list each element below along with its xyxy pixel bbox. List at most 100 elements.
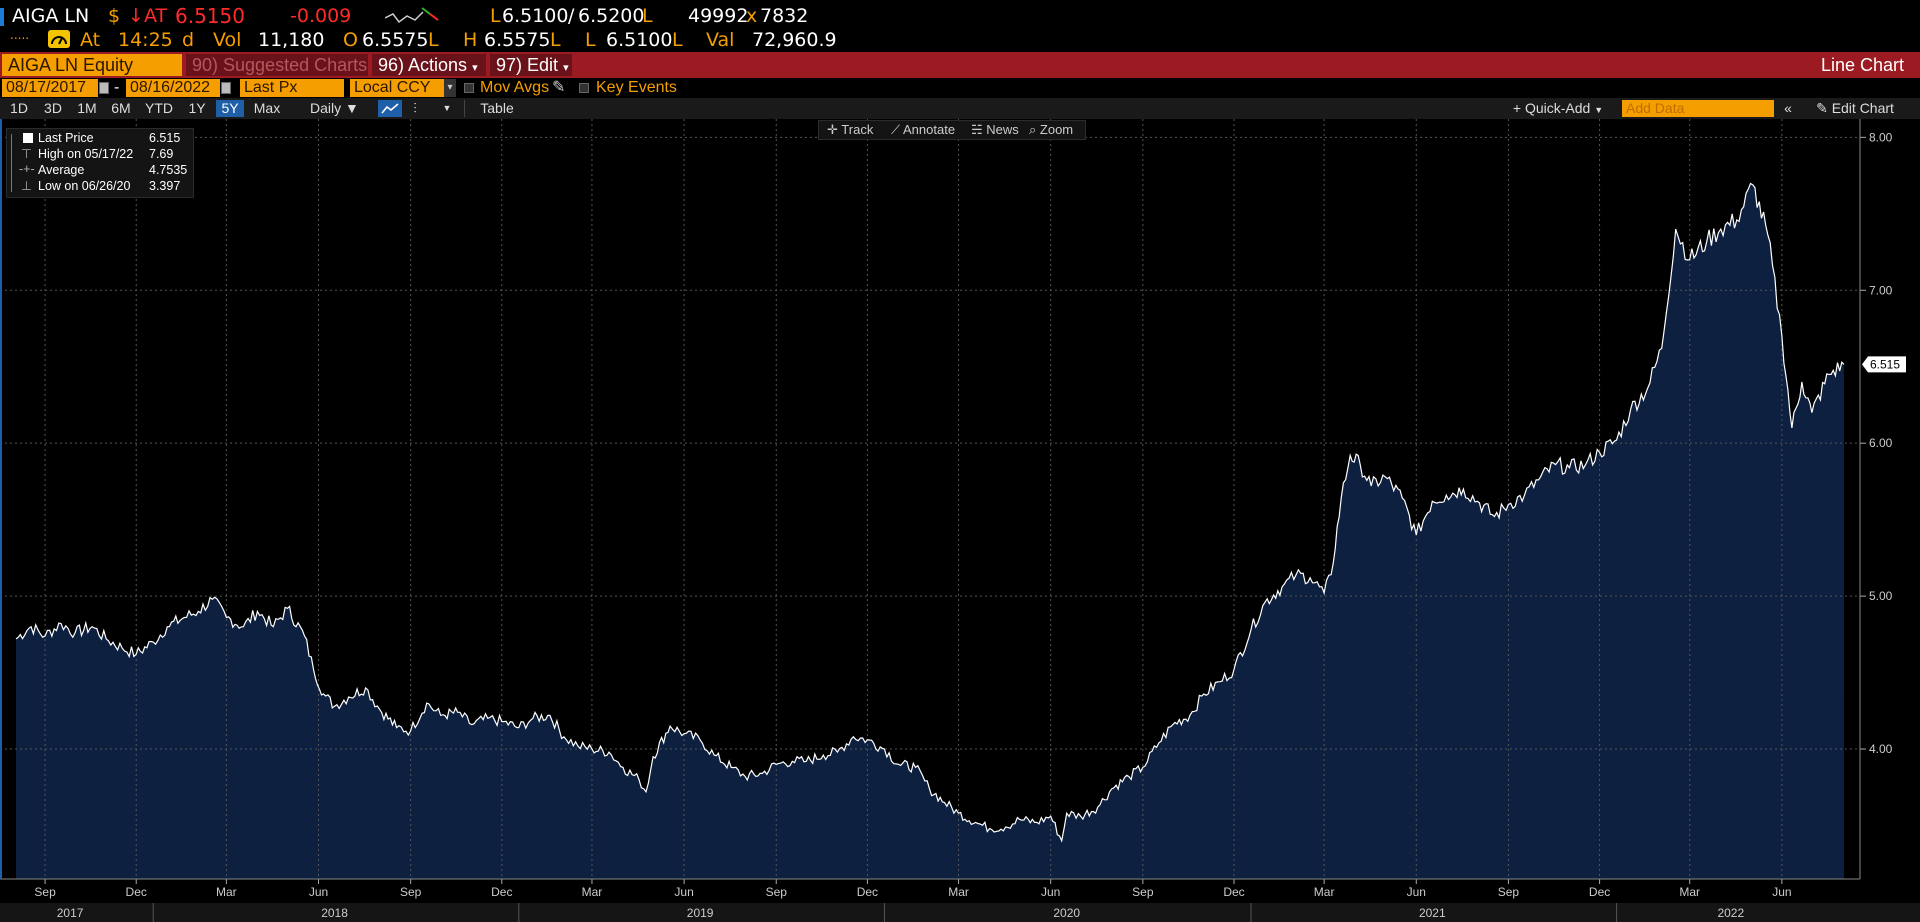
x-month-label: Sep bbox=[34, 885, 56, 899]
caret-down-icon[interactable]: ▾ bbox=[444, 79, 456, 97]
ask-size: 7832 bbox=[760, 5, 809, 27]
x-year-label: 2020 bbox=[1053, 906, 1080, 920]
period-button-1m[interactable]: 1M bbox=[77, 100, 97, 116]
dots: ..... bbox=[10, 28, 30, 42]
pencil-icon[interactable]: ✎ bbox=[552, 79, 566, 96]
magnifier-icon: ⌕ bbox=[1029, 122, 1037, 137]
caret-down-icon: ▼ bbox=[345, 100, 359, 116]
frequency-select[interactable]: Daily ▼ bbox=[310, 100, 370, 117]
low: 6.5100 bbox=[606, 29, 673, 51]
caret-down-icon[interactable]: ▼ bbox=[442, 103, 452, 113]
start-date-field[interactable]: 08/17/2017 bbox=[2, 79, 98, 97]
price-line bbox=[15, 182, 1845, 843]
caret-down-icon: ▼ bbox=[1594, 105, 1604, 115]
last-price-swatch[interactable] bbox=[23, 133, 33, 143]
x-month-label: Jun bbox=[1407, 885, 1426, 899]
mov-avgs-checkbox[interactable] bbox=[464, 83, 474, 93]
open-label: O bbox=[343, 29, 358, 51]
gauge-icon[interactable] bbox=[48, 30, 70, 48]
ask: 6.5200 bbox=[578, 5, 645, 27]
quick-add-menu[interactable]: + Quick-Add ▼ bbox=[1506, 100, 1610, 117]
bid-label-l: L bbox=[490, 5, 501, 27]
at2-label: At bbox=[80, 29, 101, 51]
edit-menu[interactable]: 97) Edit ▾ bbox=[490, 54, 572, 76]
period-button-1y[interactable]: 1Y bbox=[188, 100, 206, 116]
currency-select[interactable]: Local CCY bbox=[350, 79, 444, 97]
at-label: AT bbox=[144, 5, 168, 27]
x-year-label: 2017 bbox=[57, 906, 84, 920]
actions-label: 96) Actions bbox=[378, 55, 468, 75]
y-tick-label: 7.00 bbox=[1869, 283, 1893, 297]
chart-toolbar: 1D 3D 1M 6M YTD 1Y 5Y Max Daily ▼ ⫶ ▼ Table + Q… bbox=[0, 98, 1920, 119]
high-suffix: L bbox=[550, 29, 561, 51]
add-data-input[interactable]: Add Data bbox=[1622, 100, 1774, 117]
legend-high-value: 7.69 bbox=[149, 147, 174, 161]
low-label: L bbox=[585, 29, 596, 51]
period-button-3d[interactable]: 3D bbox=[44, 100, 62, 116]
actions-menu[interactable]: 96) Actions ▾ bbox=[372, 54, 486, 76]
x-month-label: Jun bbox=[1041, 885, 1060, 899]
legend-last-value: 6.515 bbox=[149, 131, 181, 145]
y-tick-label: 5.00 bbox=[1869, 589, 1893, 603]
suggested-charts-button[interactable]: 90) Suggested Charts bbox=[186, 54, 368, 76]
period-button-6m[interactable]: 6M bbox=[111, 100, 131, 116]
last-price-tag bbox=[1862, 356, 1906, 373]
period-button-1d[interactable]: 1D bbox=[10, 100, 28, 116]
line-chart-icon[interactable] bbox=[378, 100, 402, 117]
price-field-select[interactable]: Last Px bbox=[240, 79, 344, 97]
calendar-icon[interactable] bbox=[221, 82, 231, 94]
x-year-label: 2018 bbox=[321, 906, 348, 920]
period-button-ytd[interactable]: YTD bbox=[145, 100, 173, 116]
bar-style-icon[interactable]: ⫶ bbox=[413, 100, 417, 116]
security-field[interactable]: AIGA LN Equity bbox=[2, 54, 182, 76]
x-month-label: Sep bbox=[1132, 885, 1154, 899]
key-events-checkbox[interactable] bbox=[579, 83, 589, 93]
mov-avgs-label: Mov Avgs bbox=[480, 79, 550, 96]
frequency-label: Daily bbox=[310, 100, 342, 116]
x-year-label: 2021 bbox=[1419, 906, 1446, 920]
news-button[interactable]: ☵ News bbox=[971, 121, 1019, 139]
last-price: 6.5150 bbox=[175, 4, 245, 28]
table-button[interactable]: Table bbox=[480, 100, 514, 116]
quick-add-label: Quick-Add bbox=[1524, 100, 1591, 116]
trend-arrow-icon bbox=[421, 7, 439, 21]
parameters-bar: 08/17/2017 - 08/16/2022 Last Px Local CC… bbox=[0, 78, 1920, 98]
date-dash: - bbox=[114, 79, 120, 96]
edit-chart-button[interactable]: ✎ Edit Chart bbox=[1800, 100, 1910, 117]
key-events-label: Key Events bbox=[596, 79, 677, 96]
track-button[interactable]: ✛ Track bbox=[827, 121, 873, 139]
vol-label: Vol bbox=[213, 29, 242, 51]
chart-tools: ✛ Track ⟋ Annotate ☵ News ⌕ Zoom bbox=[818, 120, 1086, 140]
size-x: x bbox=[746, 5, 758, 27]
caret-down-icon: ▾ bbox=[472, 62, 478, 74]
legend-low-value: 3.397 bbox=[149, 179, 181, 193]
collapse-left-icon[interactable]: « bbox=[1784, 100, 1792, 116]
annotate-button[interactable]: ⟋ Annotate bbox=[891, 121, 955, 139]
last-price-tag-label: 6.515 bbox=[1870, 357, 1900, 371]
bid: 6.5100 bbox=[502, 5, 569, 27]
calendar-icon[interactable] bbox=[99, 82, 109, 94]
bid-ask-slash: / bbox=[568, 5, 575, 27]
x-month-label: Dec bbox=[1223, 885, 1244, 899]
crosshair-icon: ✛ bbox=[827, 122, 838, 137]
x-month-label: Dec bbox=[126, 885, 147, 899]
zoom-button[interactable]: ⌕ Zoom bbox=[1029, 121, 1073, 139]
pen-icon: ⟋ bbox=[891, 122, 901, 137]
end-date-field[interactable]: 08/16/2022 bbox=[126, 79, 220, 97]
period-button-5y[interactable]: 5Y bbox=[216, 100, 244, 117]
x-month-label: Dec bbox=[857, 885, 878, 899]
legend-low-label: Low on 06/26/20 bbox=[38, 179, 131, 193]
price-chart[interactable]: 8.00 7.00 6.00 5.00 4.00 Sep Dec Mar Jun Sep Dec Ma… bbox=[0, 119, 1920, 922]
ask-suffix: L bbox=[642, 5, 653, 27]
caret-down-icon: ▾ bbox=[563, 62, 569, 74]
price-area bbox=[16, 183, 1844, 879]
edit-label: 97) Edit bbox=[496, 55, 559, 75]
val-label: Val bbox=[706, 29, 735, 51]
legend-high-label: High on 05/17/22 bbox=[38, 147, 134, 161]
pencil-icon: ✎ bbox=[1816, 100, 1828, 116]
low-marker-icon: ⊥ bbox=[21, 179, 32, 193]
plus-icon: + bbox=[1512, 100, 1522, 116]
period-button-max[interactable]: Max bbox=[253, 100, 281, 116]
x-year-label: 2019 bbox=[687, 906, 714, 920]
x-month-label: Jun bbox=[1772, 885, 1791, 899]
